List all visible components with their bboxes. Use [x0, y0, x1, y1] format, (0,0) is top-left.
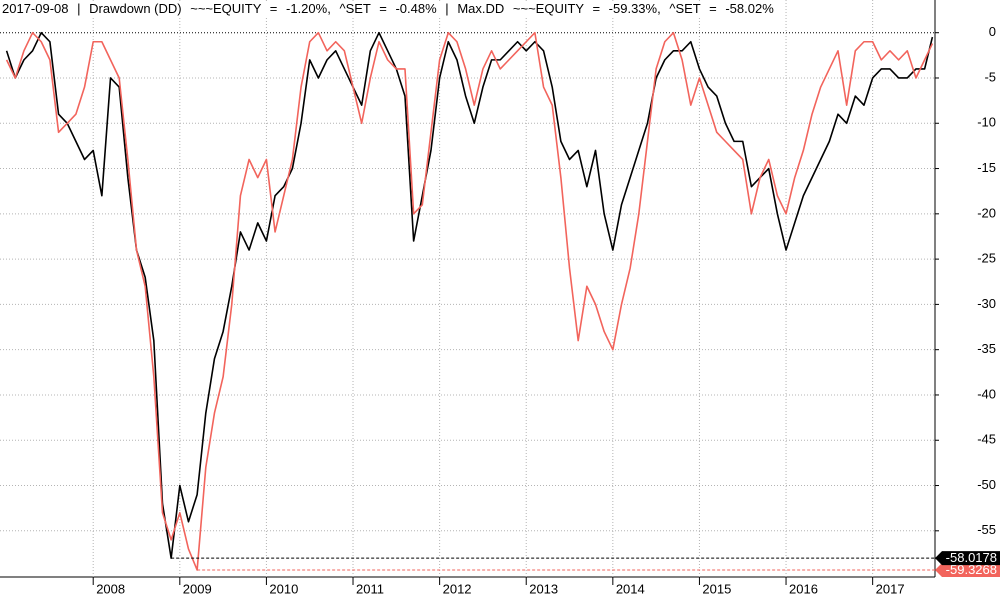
- y-tick-label: -30: [977, 296, 996, 311]
- y-tick-label: -15: [977, 160, 996, 175]
- legend-name: ^SET: [669, 1, 701, 16]
- legend-max-value: -59.33%: [608, 1, 658, 16]
- series-line: [5, 31, 934, 571]
- x-tick-label: 2016: [789, 581, 818, 596]
- x-tick-label: 2014: [616, 581, 645, 596]
- y-tick-label: -35: [977, 341, 996, 356]
- header-equals: =: [592, 1, 601, 16]
- y-tick-label: -10: [977, 115, 996, 130]
- y-tick-label: -25: [977, 251, 996, 266]
- legend-value: -0.48%: [395, 1, 437, 16]
- y-tick-label: -50: [977, 477, 996, 492]
- max-dd-label-box: [935, 562, 1000, 577]
- header-date: 2017-09-08: [2, 1, 69, 16]
- y-tick-label: -5: [984, 69, 996, 84]
- header-equals: =: [709, 1, 717, 16]
- legend-name: ~~~EQUITY: [512, 1, 584, 16]
- header-max-label: Max.DD: [457, 1, 505, 16]
- max-dd-label: -58.0178: [946, 550, 997, 565]
- series-line: [5, 31, 934, 559]
- legend-max-value: -58.02%: [725, 1, 774, 16]
- header-indicator: Drawdown (DD): [89, 1, 182, 16]
- chart-header: 2017-09-08 | Drawdown (DD) ~~~EQUITY = -…: [2, 1, 778, 17]
- y-tick-label: -20: [977, 205, 996, 220]
- x-tick-label: 2008: [96, 581, 125, 596]
- y-tick-label: -45: [977, 432, 996, 447]
- y-tick-label: -55: [977, 522, 996, 537]
- x-tick-label: 2009: [183, 581, 212, 596]
- legend-name: ~~~EQUITY: [190, 1, 262, 16]
- header-comma: ,: [327, 1, 331, 16]
- x-tick-label: 2012: [443, 581, 472, 596]
- header-divider: |: [445, 1, 449, 16]
- max-dd-label: -59.3268: [946, 562, 997, 577]
- legend-name: ^SET: [339, 1, 371, 16]
- x-tick-label: 2017: [876, 581, 905, 596]
- header-equals: =: [269, 1, 278, 16]
- x-tick-label: 2015: [702, 581, 731, 596]
- header-comma: ,: [657, 1, 661, 16]
- header-equals: =: [379, 1, 387, 16]
- x-tick-label: 2013: [529, 581, 558, 596]
- x-tick-label: 2010: [269, 581, 298, 596]
- y-tick-label: -40: [977, 386, 996, 401]
- max-dd-label-box: [935, 551, 1000, 566]
- header-divider: |: [77, 1, 81, 16]
- legend-value: -1.20%: [286, 1, 328, 16]
- x-tick-label: 2011: [356, 581, 384, 596]
- y-tick-label: 0: [989, 24, 996, 39]
